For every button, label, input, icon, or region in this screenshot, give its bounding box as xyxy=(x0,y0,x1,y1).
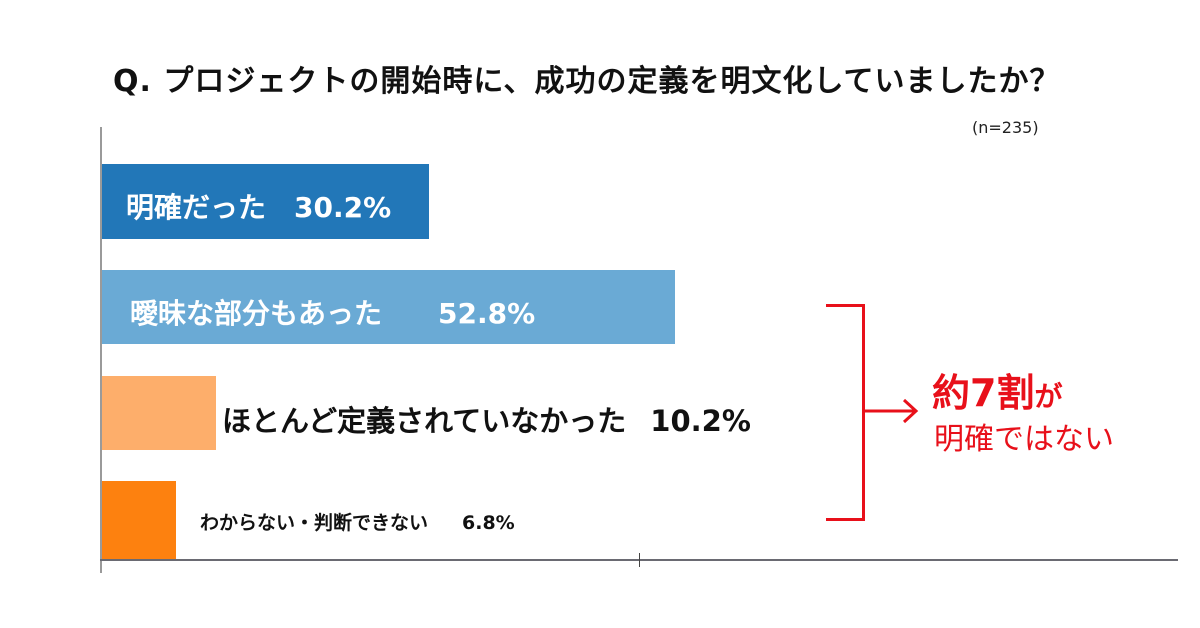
callout-subline: 明確ではない xyxy=(934,422,1114,457)
sample-size-label: (n=235) xyxy=(972,118,1039,137)
bar-label-unknown: わからない・判断できない 6.8% xyxy=(200,508,515,535)
bar-value: 10.2% xyxy=(650,404,751,438)
callout-particle: が xyxy=(1034,380,1063,413)
x-axis-tick xyxy=(639,553,640,567)
bracket-top xyxy=(826,304,865,307)
bar-mostly-undefined xyxy=(102,376,216,450)
bar-label-clear: 明確だった 30.2% xyxy=(126,186,391,226)
callout-headline: 約7割が xyxy=(932,362,1062,417)
bar-clear xyxy=(102,164,429,239)
bar-value: 30.2% xyxy=(294,191,392,224)
bar-value: 6.8% xyxy=(462,512,515,534)
bar-label-mostly-undefined: ほとんど定義されていなかった 10.2% xyxy=(222,398,751,440)
callout-big: 約7割 xyxy=(932,371,1035,415)
bar-category: ほとんど定義されていなかった xyxy=(222,404,627,438)
bar-unknown xyxy=(102,481,176,560)
bar-category: 曖昧な部分もあった xyxy=(130,297,383,330)
chart-title: Q. プロジェクトの開始時に、成功の定義を明文化していましたか？ xyxy=(113,64,1061,99)
bar-category: 明確だった xyxy=(126,191,267,224)
bar-value: 52.8% xyxy=(438,297,536,330)
bar-label-ambiguous: 曖昧な部分もあった 52.8% xyxy=(130,292,535,332)
bar-category: わからない・判断できない xyxy=(200,512,429,534)
bar-ambiguous xyxy=(102,270,675,344)
arrow-right-icon xyxy=(864,398,919,424)
bracket-bottom xyxy=(826,518,865,521)
y-axis xyxy=(100,127,102,573)
bracket-vertical xyxy=(862,304,865,521)
